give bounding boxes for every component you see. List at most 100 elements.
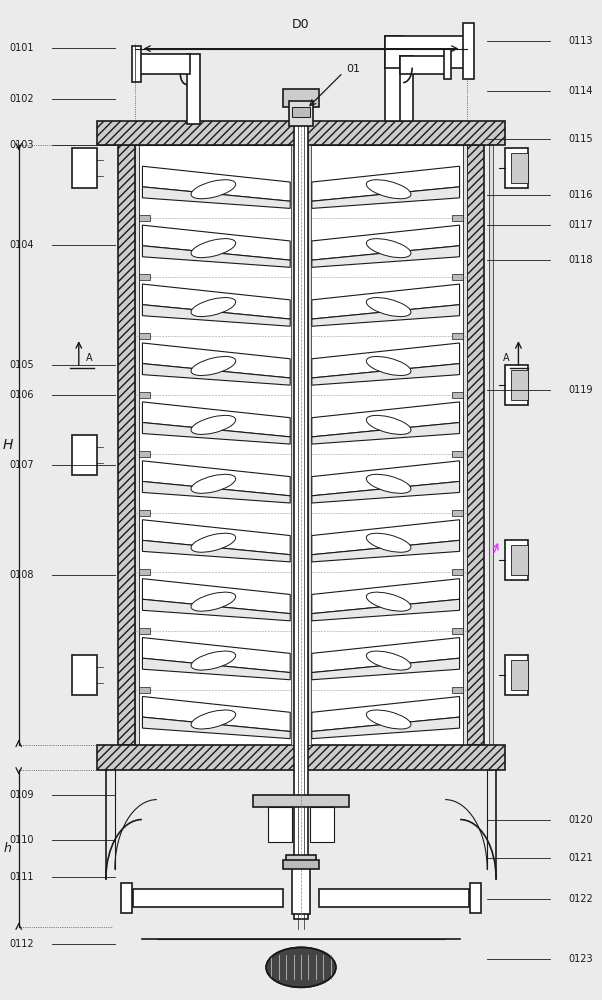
Ellipse shape — [191, 356, 235, 375]
Polygon shape — [312, 225, 459, 260]
Text: 0102: 0102 — [9, 94, 34, 104]
Text: 0116: 0116 — [568, 190, 593, 200]
Polygon shape — [143, 638, 290, 673]
Bar — [452, 569, 462, 575]
Ellipse shape — [191, 710, 235, 729]
Bar — [452, 333, 462, 339]
Bar — [452, 451, 462, 457]
Text: 0113: 0113 — [568, 36, 593, 46]
Polygon shape — [143, 166, 290, 201]
Polygon shape — [143, 305, 290, 326]
Bar — [140, 274, 150, 280]
Ellipse shape — [266, 947, 336, 987]
Ellipse shape — [367, 592, 411, 611]
Bar — [511, 545, 528, 575]
Ellipse shape — [191, 533, 235, 552]
Bar — [511, 370, 528, 400]
Polygon shape — [312, 364, 459, 385]
Bar — [135, 145, 467, 745]
Text: 0115: 0115 — [568, 134, 593, 144]
Polygon shape — [143, 717, 290, 739]
Bar — [132, 46, 141, 82]
Bar — [140, 628, 150, 634]
Text: 0112: 0112 — [9, 939, 34, 949]
Polygon shape — [143, 364, 290, 385]
Text: 0122: 0122 — [568, 894, 593, 904]
Polygon shape — [312, 246, 459, 267]
Bar — [467, 145, 484, 745]
Bar — [452, 687, 462, 693]
Ellipse shape — [367, 415, 411, 434]
Bar — [72, 148, 97, 188]
Bar — [505, 540, 528, 580]
Ellipse shape — [367, 710, 411, 729]
Text: 0110: 0110 — [9, 835, 34, 845]
Text: 0105: 0105 — [9, 360, 34, 370]
Bar — [452, 510, 462, 516]
Polygon shape — [312, 638, 459, 673]
Text: 0114: 0114 — [568, 86, 593, 96]
Bar — [133, 889, 283, 907]
Polygon shape — [143, 540, 290, 562]
Polygon shape — [143, 225, 290, 260]
Bar — [294, 101, 308, 919]
Polygon shape — [312, 696, 459, 731]
Bar — [97, 745, 505, 770]
Bar — [444, 49, 451, 79]
Polygon shape — [312, 305, 459, 326]
Bar — [308, 145, 311, 745]
Ellipse shape — [191, 651, 235, 670]
Text: 0104: 0104 — [9, 240, 34, 250]
Bar — [283, 89, 319, 107]
Polygon shape — [312, 343, 459, 378]
Bar — [463, 23, 474, 79]
Ellipse shape — [367, 651, 411, 670]
Bar — [291, 145, 294, 745]
Polygon shape — [143, 696, 290, 731]
Text: 0111: 0111 — [9, 872, 34, 882]
Polygon shape — [312, 423, 459, 444]
Polygon shape — [312, 166, 459, 201]
Polygon shape — [143, 402, 290, 437]
Polygon shape — [143, 187, 290, 208]
Ellipse shape — [191, 474, 235, 493]
Bar — [187, 54, 200, 124]
Polygon shape — [143, 461, 290, 496]
Bar — [452, 215, 462, 221]
Bar — [292, 859, 310, 914]
Bar — [140, 392, 150, 398]
Bar — [135, 145, 140, 745]
Text: 0101: 0101 — [9, 43, 34, 53]
Polygon shape — [312, 284, 459, 319]
Ellipse shape — [367, 533, 411, 552]
Polygon shape — [312, 599, 459, 621]
Polygon shape — [312, 520, 459, 555]
Bar — [470, 883, 481, 913]
Polygon shape — [143, 599, 290, 621]
Bar — [268, 807, 292, 842]
Bar — [140, 510, 150, 516]
Bar — [283, 859, 319, 869]
Ellipse shape — [367, 474, 411, 493]
Text: 01: 01 — [346, 64, 360, 74]
Text: 0118: 0118 — [568, 255, 593, 265]
Bar — [140, 569, 150, 575]
Polygon shape — [143, 284, 290, 319]
Bar — [505, 655, 528, 695]
Bar — [97, 121, 505, 145]
Text: A: A — [503, 353, 510, 363]
Ellipse shape — [367, 298, 411, 317]
Bar — [462, 145, 467, 745]
Ellipse shape — [191, 415, 235, 434]
Polygon shape — [312, 402, 459, 437]
Bar — [511, 153, 528, 183]
Bar — [452, 392, 462, 398]
Text: 0106: 0106 — [9, 390, 34, 400]
Bar — [489, 145, 492, 770]
Ellipse shape — [367, 239, 411, 258]
Bar — [253, 795, 349, 807]
Text: H: H — [3, 438, 13, 452]
Bar — [121, 883, 132, 913]
Text: 0120: 0120 — [568, 815, 593, 825]
Bar — [505, 148, 528, 188]
